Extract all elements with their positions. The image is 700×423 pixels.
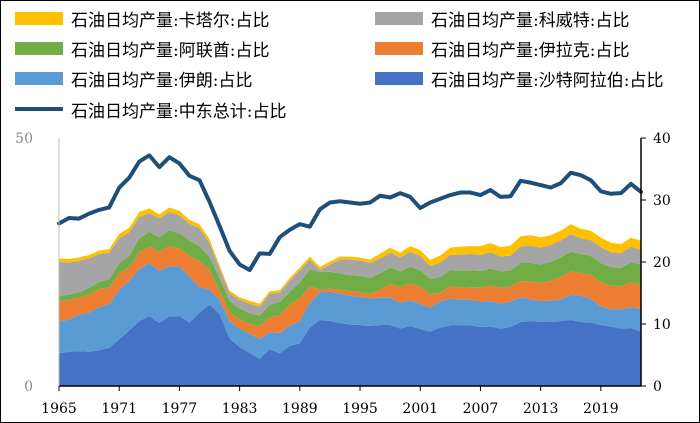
legend-line-middle-east-total [15,107,63,111]
y-right-tick-label: 20 [653,255,671,271]
y-right-tick-label: 10 [653,317,671,333]
legend-item-saudi: 石油日均产量:沙特阿拉伯:占比 [375,66,664,91]
legend-swatch-iran [15,71,63,85]
y-right-tick-label: 0 [653,379,662,395]
x-tick-label: 2013 [523,401,559,417]
legend-swatch-qatar [15,11,63,25]
area-qatar [59,207,641,307]
legend-item-iran: 石油日均产量:伊朗:占比 [15,66,253,91]
area-iran [59,262,641,359]
area-kuwait [59,211,641,316]
legend-swatch-iraq [375,41,423,55]
legend-label-uae: 石油日均产量:阿联酋:占比 [71,40,270,61]
area-uae [59,230,641,326]
legend-swatch-saudi [375,71,423,85]
legend-label-qatar: 石油日均产量:卡塔尔:占比 [71,10,270,31]
legend-item-middle-east-total: 石油日均产量:中东总计:占比 [15,97,287,122]
legend-item-kuwait: 石油日均产量:科威特:占比 [375,6,630,31]
legend-label-middle-east-total: 石油日均产量:中东总计:占比 [71,101,287,122]
legend-label-saudi: 石油日均产量:沙特阿拉伯:占比 [431,70,664,91]
x-tick-label: 1989 [282,401,318,417]
x-tick-label: 2007 [463,401,499,417]
area-saudi [59,304,641,386]
x-tick-label: 2001 [402,401,438,417]
y-left-tick-label: 0 [24,379,33,395]
legend-label-kuwait: 石油日均产量:科威特:占比 [431,10,630,31]
x-tick-label: 1995 [342,401,378,417]
x-tick-label: 1977 [162,401,198,417]
legend-item-uae: 石油日均产量:阿联酋:占比 [15,36,270,61]
area-iraq [59,246,641,339]
x-tick-label: 1965 [41,401,77,417]
y-left-tick-label: 50 [15,131,33,147]
chart-legend: 石油日均产量:卡塔尔:占比 石油日均产量:科威特:占比 石油日均产量:阿联酋:占… [1,1,699,131]
total-line-layer [57,153,643,273]
y-right-tick-label: 30 [653,193,671,209]
legend-swatch-kuwait [375,11,423,25]
legend-swatch-uae [15,41,63,55]
x-tick-label: 1971 [101,401,137,417]
stacked-areas [59,207,641,386]
legend-item-iraq: 石油日均产量:伊拉克:占比 [375,36,630,61]
legend-item-qatar: 石油日均产量:卡塔尔:占比 [15,6,270,31]
legend-label-iraq: 石油日均产量:伊拉克:占比 [431,40,630,61]
y-right-tick-label: 40 [653,131,671,147]
axes: 1965 1971 1977 1983 1989 1995 2001 2007 2013 2019… [15,131,671,417]
line-middle-east-total [57,153,643,273]
x-tick-label: 2019 [583,401,619,417]
x-tick-label: 1983 [222,401,258,417]
legend-label-iran: 石油日均产量:伊朗:占比 [71,70,253,91]
